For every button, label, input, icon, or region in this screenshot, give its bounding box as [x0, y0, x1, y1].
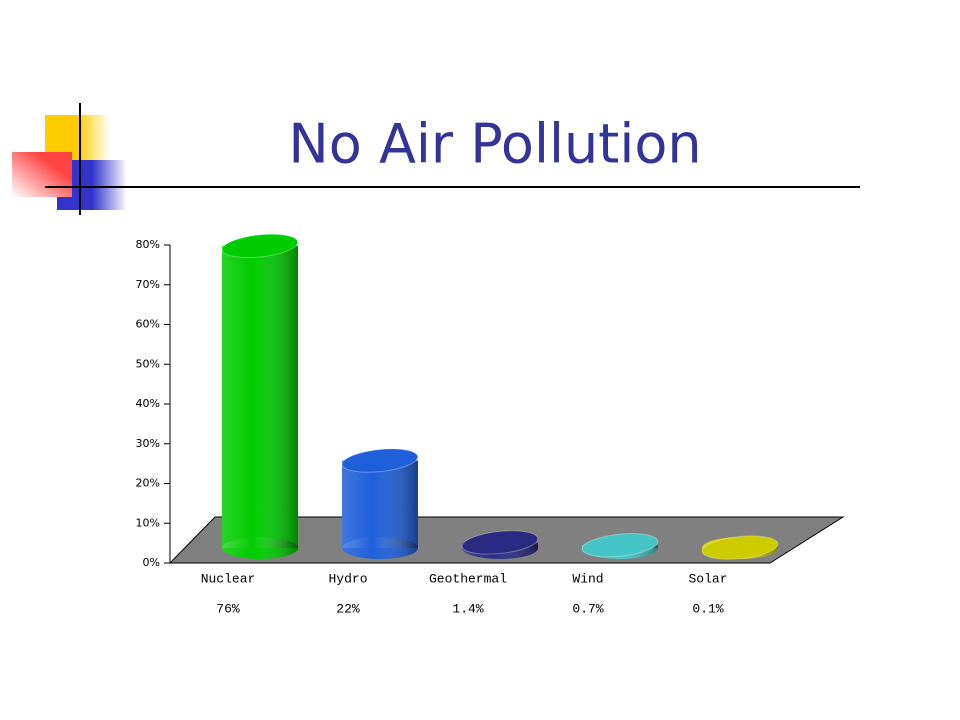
bar-top: [581, 533, 659, 558]
bar-shade: [222, 245, 298, 548]
y-tick-label: 0%: [143, 556, 160, 569]
y-tick-label: 20%: [136, 477, 160, 490]
y-tick-label: 30%: [136, 437, 160, 450]
value-label: 76%: [216, 601, 240, 616]
y-tick-label: 70%: [136, 278, 160, 291]
bar-shade-bottom: [342, 537, 418, 559]
x-tick-label: Wind: [572, 571, 603, 586]
bar-top: [461, 530, 539, 555]
slide-title: No Air Pollution: [288, 113, 701, 176]
value-label: 1.4%: [452, 601, 483, 616]
bar-top: [701, 535, 779, 560]
bar-shade-bottom: [222, 537, 298, 559]
bar-top: [221, 233, 299, 259]
y-tick-label: 60%: [136, 318, 160, 331]
y-tick-label: 50%: [136, 357, 160, 370]
x-tick-label: Solar: [688, 571, 727, 586]
value-label: 22%: [336, 601, 360, 616]
value-label: 0.1%: [692, 601, 723, 616]
x-tick-label: Geothermal: [429, 571, 507, 586]
x-tick-label: Hydro: [328, 571, 367, 586]
y-tick-label: 40%: [136, 397, 160, 410]
bar-top: [341, 448, 419, 473]
bar-shade: [342, 460, 418, 548]
x-tick-label: Nuclear: [201, 571, 256, 586]
y-tick-label: 10%: [136, 516, 160, 529]
y-tick-label: 80%: [136, 238, 160, 251]
deco-red: [12, 152, 72, 197]
value-label: 0.7%: [572, 601, 603, 616]
